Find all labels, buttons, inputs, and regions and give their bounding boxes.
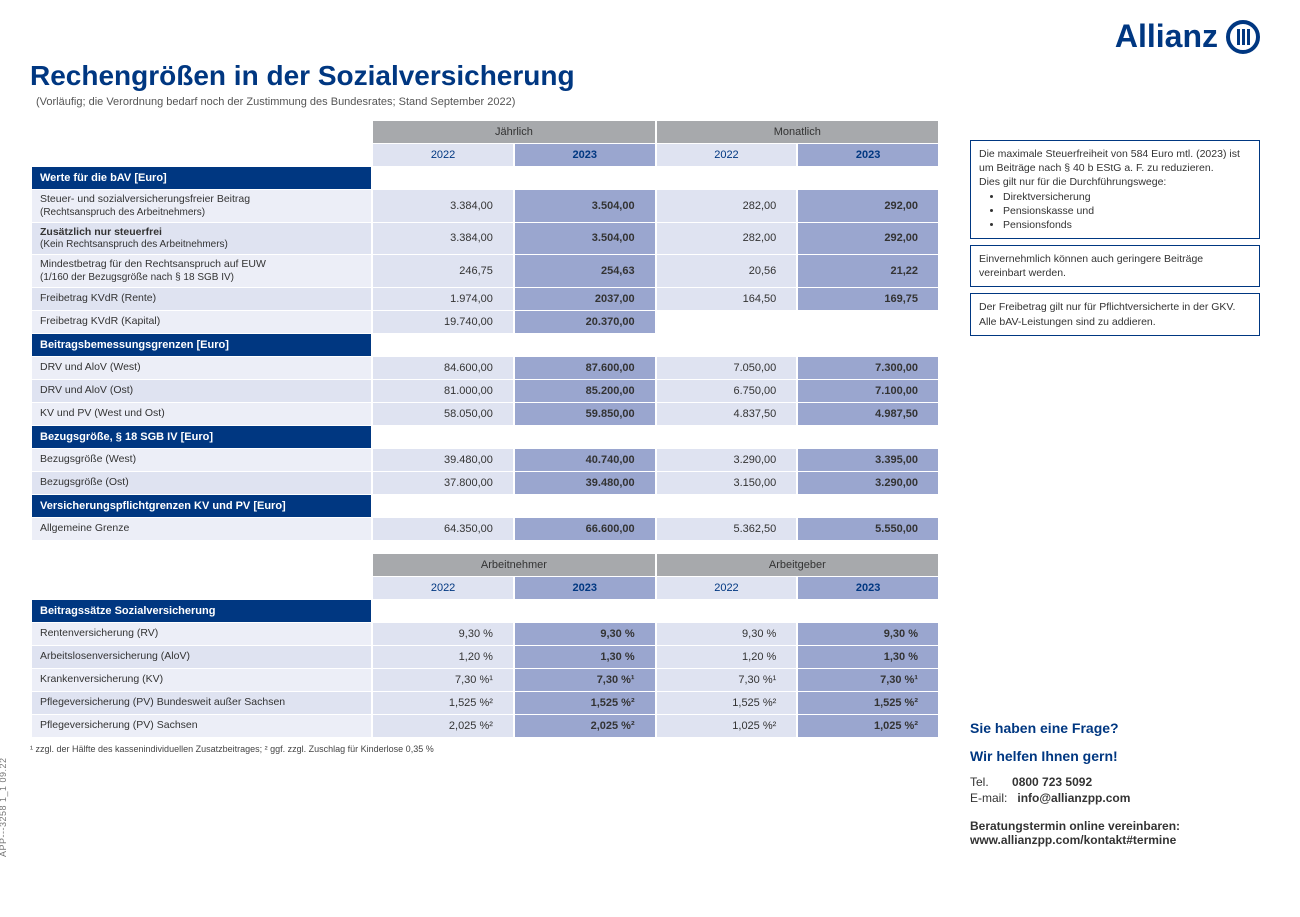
appointment-label: Beratungstermin online vereinbaren: — [970, 819, 1180, 833]
mail-label: E-mail: — [970, 791, 1007, 805]
appointment-url: www.allianzpp.com/kontakt#termine — [970, 833, 1176, 847]
table-row: Freibetrag KVdR (Rente)1.974,002037,0016… — [32, 288, 938, 310]
box1-b3: Pensionsfonds — [1003, 218, 1251, 232]
mail-value: info@allianzpp.com — [1017, 791, 1130, 805]
table-row: Rentenversicherung (RV)9,30 %9,30 %9,30 … — [32, 623, 938, 645]
box1-b2: Pensionskasse und — [1003, 204, 1251, 218]
col-group-an: Arbeitnehmer — [373, 554, 654, 576]
table-row: Krankenversicherung (KV)7,30 %¹7,30 %¹7,… — [32, 669, 938, 691]
table-row: DRV und AloV (West)84.600,0087.600,007.0… — [32, 357, 938, 379]
table-row: Bezugsgröße (West)39.480,0040.740,003.29… — [32, 449, 938, 471]
table-row: Pflegeversicherung (PV) Bundesweit außer… — [32, 692, 938, 714]
info-box-1: Die maximale Steuerfreiheit von 584 Euro… — [970, 140, 1260, 239]
col-2022: 2022 — [373, 144, 513, 166]
table-row: Bezugsgröße (Ost)37.800,0039.480,003.150… — [32, 472, 938, 494]
table-row: Zusätzlich nur steuerfrei(Kein Rechtsans… — [32, 223, 938, 255]
table-row: Pflegeversicherung (PV) Sachsen2,025 %²2… — [32, 715, 938, 737]
table-row: DRV und AloV (Ost)81.000,0085.200,006.75… — [32, 380, 938, 402]
footnote: ¹ zzgl. der Hälfte des kassenindividuell… — [30, 744, 940, 754]
doc-id: APP---3258 1_1 09.22 — [0, 757, 8, 857]
info-box-2: Einvernehmlich können auch geringere Bei… — [970, 245, 1260, 287]
table-row: KV und PV (West und Ost)58.050,0059.850,… — [32, 403, 938, 425]
brand-name: Allianz — [1115, 18, 1218, 55]
box1-b1: Direktversicherung — [1003, 190, 1251, 204]
contact-h2: Wir helfen Ihnen gern! — [970, 747, 1260, 765]
tel-label: Tel. — [970, 775, 989, 789]
box1-p1: Die maximale Steuerfreiheit von 584 Euro… — [979, 147, 1251, 175]
table-row: Allgemeine Grenze64.350,0066.600,005.362… — [32, 518, 938, 540]
table-row: Steuer- und sozialversicherungsfreier Be… — [32, 190, 938, 222]
box1-p2: Dies gilt nur für die Durchführungswege: — [979, 175, 1251, 189]
col-group-1: Jährlich — [373, 121, 654, 143]
page-subtitle: (Vorläufig; die Verordnung bedarf noch d… — [36, 96, 1270, 108]
brand-icon — [1226, 20, 1260, 54]
contact-block: Sie haben eine Frage? Wir helfen Ihnen g… — [970, 709, 1260, 847]
contact-h1: Sie haben eine Frage? — [970, 719, 1260, 737]
col-group-2: Monatlich — [657, 121, 938, 143]
table-row: Mindestbetrag für den Rechtsanspruch auf… — [32, 255, 938, 287]
col-2023: 2023 — [515, 144, 655, 166]
col-group-ag: Arbeitgeber — [657, 554, 938, 576]
table-row: Freibetrag KVdR (Kapital)19.740,0020.370… — [32, 311, 938, 333]
table-row: Arbeitslosenversicherung (AloV)1,20 %1,3… — [32, 646, 938, 668]
table-rates: ArbeitnehmerArbeitgeber 2022202320222023… — [30, 553, 940, 738]
table-main: JährlichMonatlich 2022202320222023 Werte… — [30, 120, 940, 541]
tel-value: 0800 723 5092 — [1012, 775, 1092, 789]
info-box-3: Der Freibetrag gilt nur für Pflichtversi… — [970, 293, 1260, 335]
brand-logo: Allianz — [1115, 18, 1260, 55]
page-title: Rechengrößen in der Sozialversicherung — [30, 60, 1270, 92]
